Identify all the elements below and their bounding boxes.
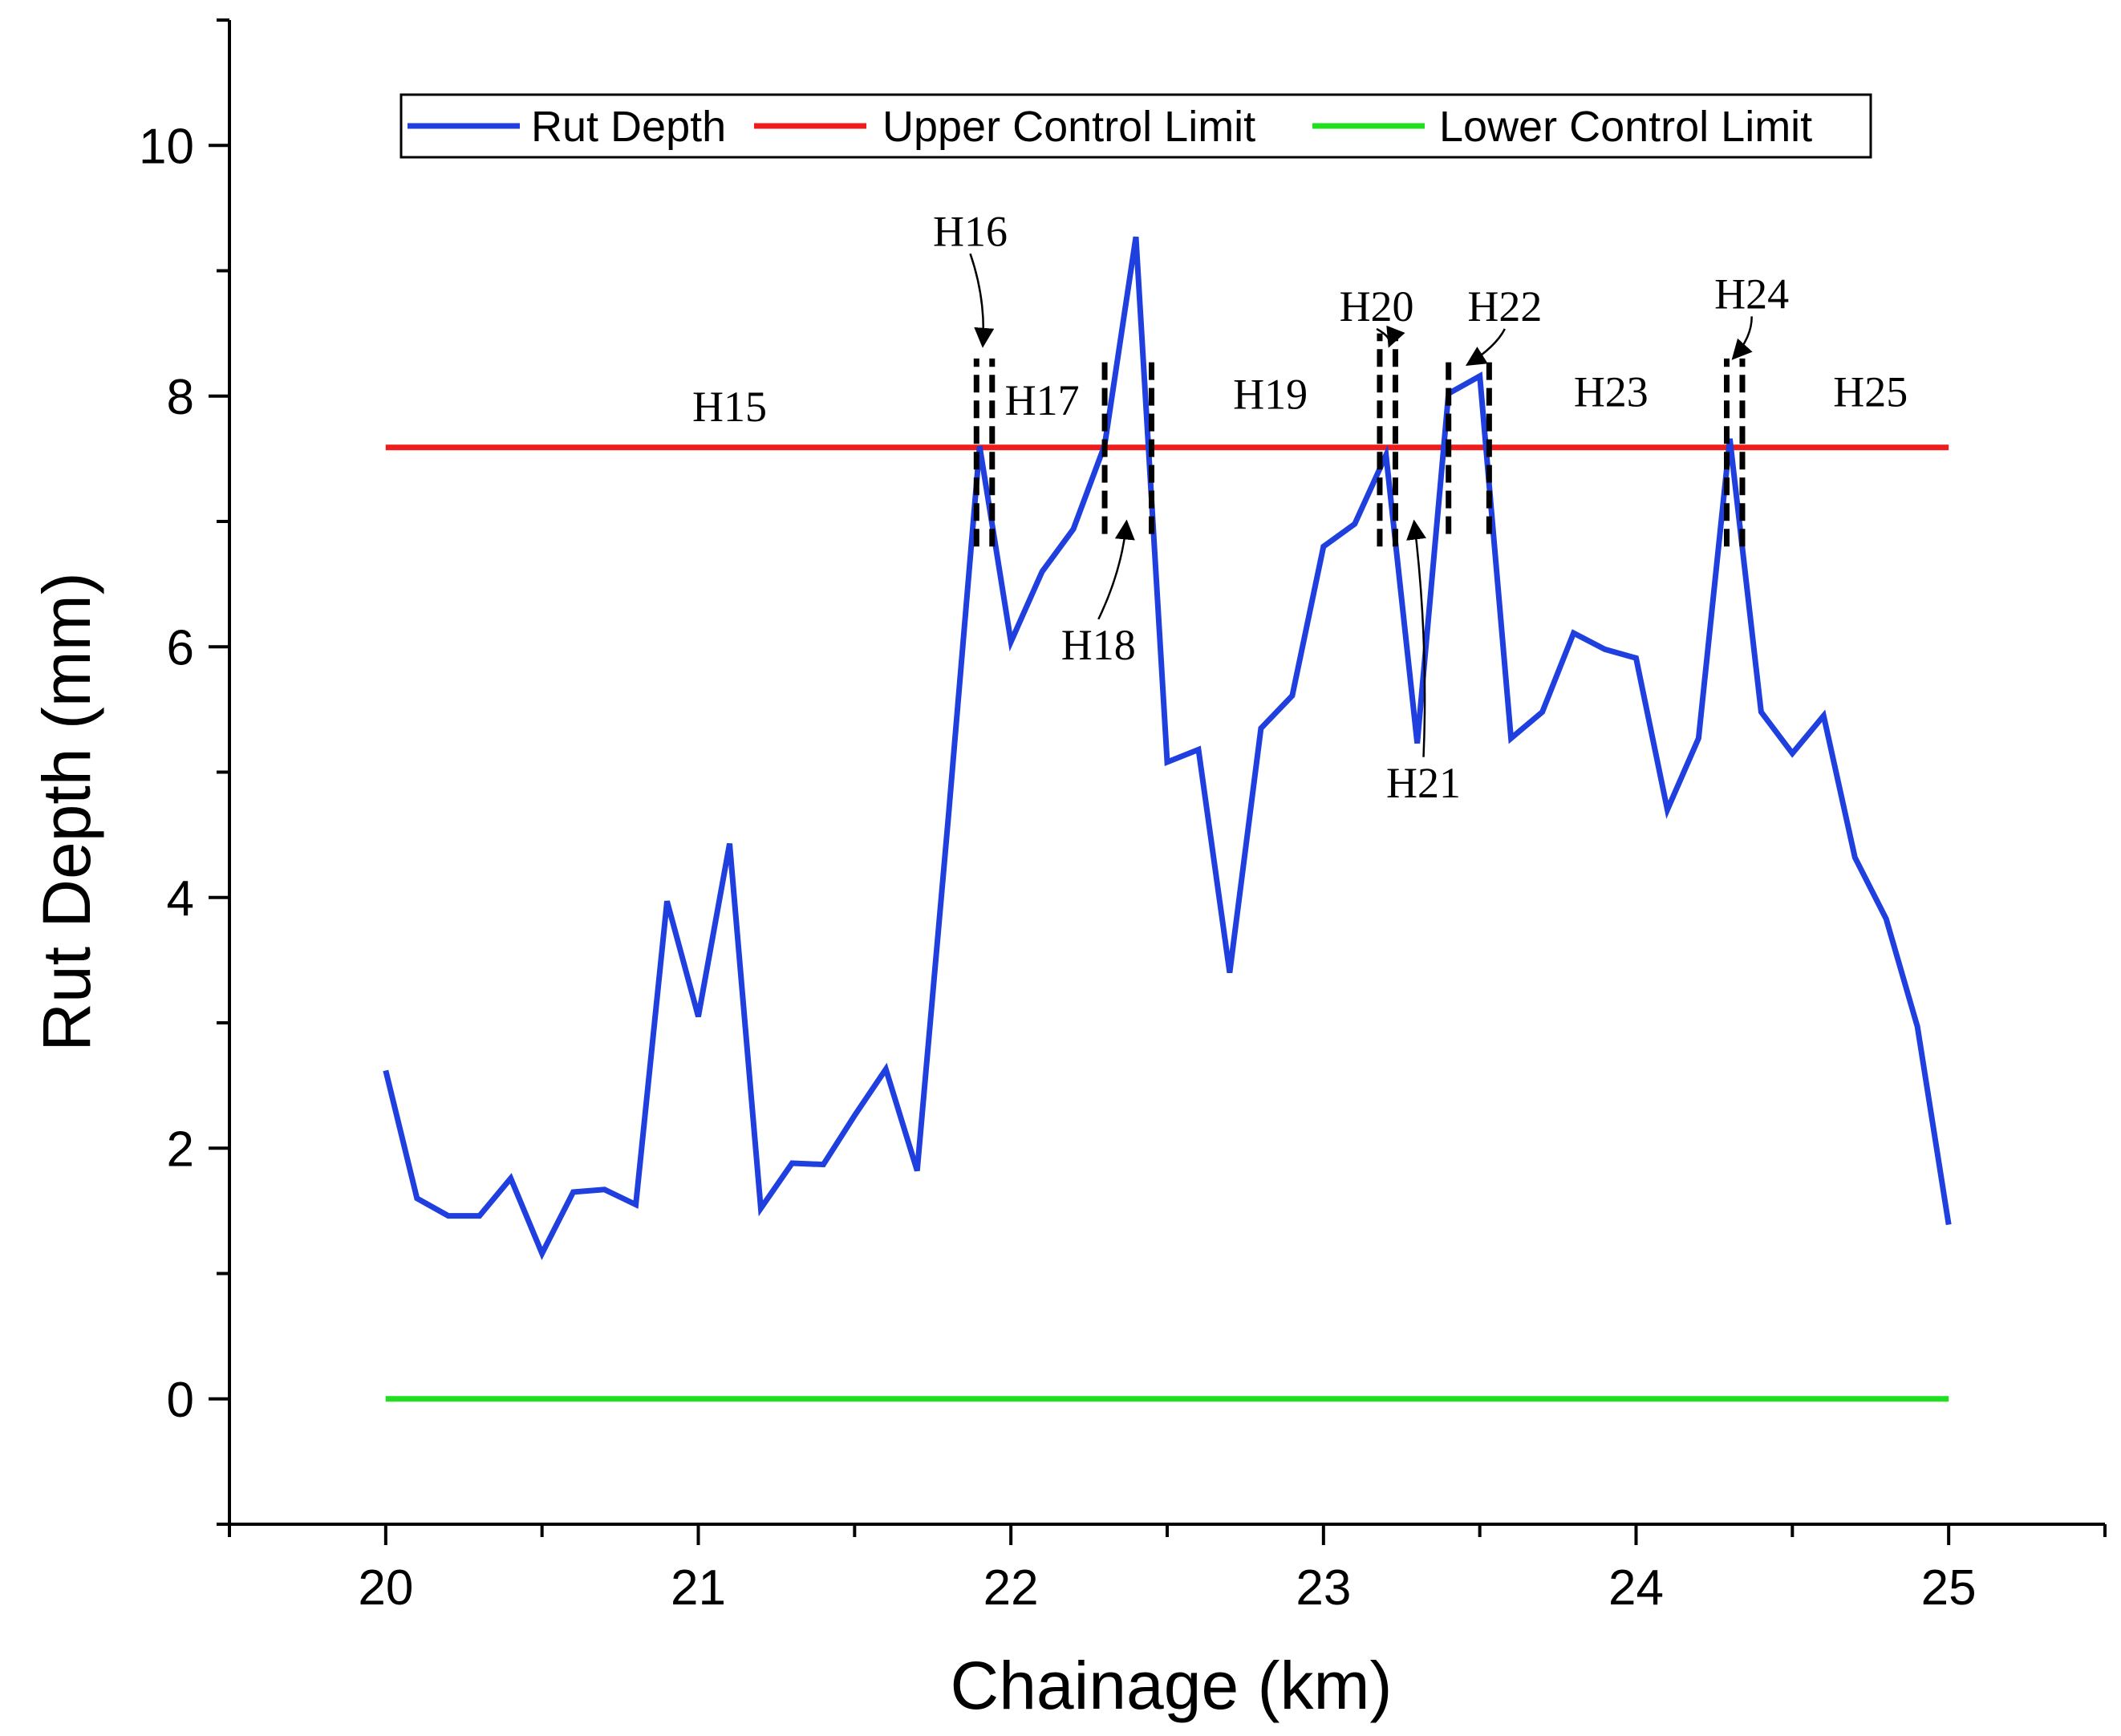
label-h25: H25 <box>1833 367 1908 416</box>
y-axis-title: Rut Depth (mm) <box>29 572 104 1051</box>
label-h19: H19 <box>1233 370 1308 418</box>
legend-label-lower-control-limit: Lower Control Limit <box>1439 103 1812 151</box>
x-tick-label-24: 24 <box>1608 1560 1664 1616</box>
arrow-h24 <box>1731 316 1753 360</box>
y-tick-label-6: 6 <box>167 620 194 675</box>
arrow-h20 <box>1376 325 1405 348</box>
arrow-h18 <box>1097 519 1135 620</box>
label-h17: H17 <box>1005 376 1080 424</box>
label-h23: H23 <box>1574 367 1649 416</box>
label-h24: H24 <box>1714 270 1789 318</box>
label-h16: H16 <box>933 207 1008 255</box>
y-tick-label-2: 2 <box>167 1122 194 1177</box>
legend-label-upper-control-limit: Upper Control Limit <box>882 103 1255 151</box>
y-tick-label-4: 4 <box>167 871 194 927</box>
label-h21: H21 <box>1386 759 1461 807</box>
annotation-layer: H15 H16 H17 H18 H19 H20 H21 H22 H23 H24 H25 <box>692 207 1908 807</box>
y-tick-label-0: 0 <box>167 1373 194 1428</box>
y-tick-label-10: 10 <box>139 119 194 174</box>
x-tick-label-25: 25 <box>1921 1560 1977 1616</box>
x-axis-title: Chainage (km) <box>951 1648 1393 1723</box>
x-tick-label-22: 22 <box>983 1560 1039 1616</box>
label-h22: H22 <box>1467 282 1542 331</box>
label-h18: H18 <box>1061 621 1136 669</box>
legend: Rut Depth Upper Control Limit Lower Cont… <box>399 93 1872 159</box>
label-h20: H20 <box>1340 282 1414 331</box>
y-tick-label-8: 8 <box>167 370 194 425</box>
arrow-h21 <box>1406 519 1426 757</box>
x-tick-label-23: 23 <box>1296 1560 1351 1616</box>
arrow-h16 <box>969 253 995 348</box>
series-layer <box>383 236 1952 1402</box>
legend-label-rut-depth: Rut Depth <box>531 103 726 151</box>
series-line-rut-depth <box>383 236 1952 1260</box>
x-tick-label-20: 20 <box>358 1560 413 1616</box>
arrow-h22 <box>1465 328 1506 367</box>
legend-box <box>399 93 1872 159</box>
x-tick-label-21: 21 <box>671 1560 726 1616</box>
label-h15: H15 <box>692 383 767 431</box>
